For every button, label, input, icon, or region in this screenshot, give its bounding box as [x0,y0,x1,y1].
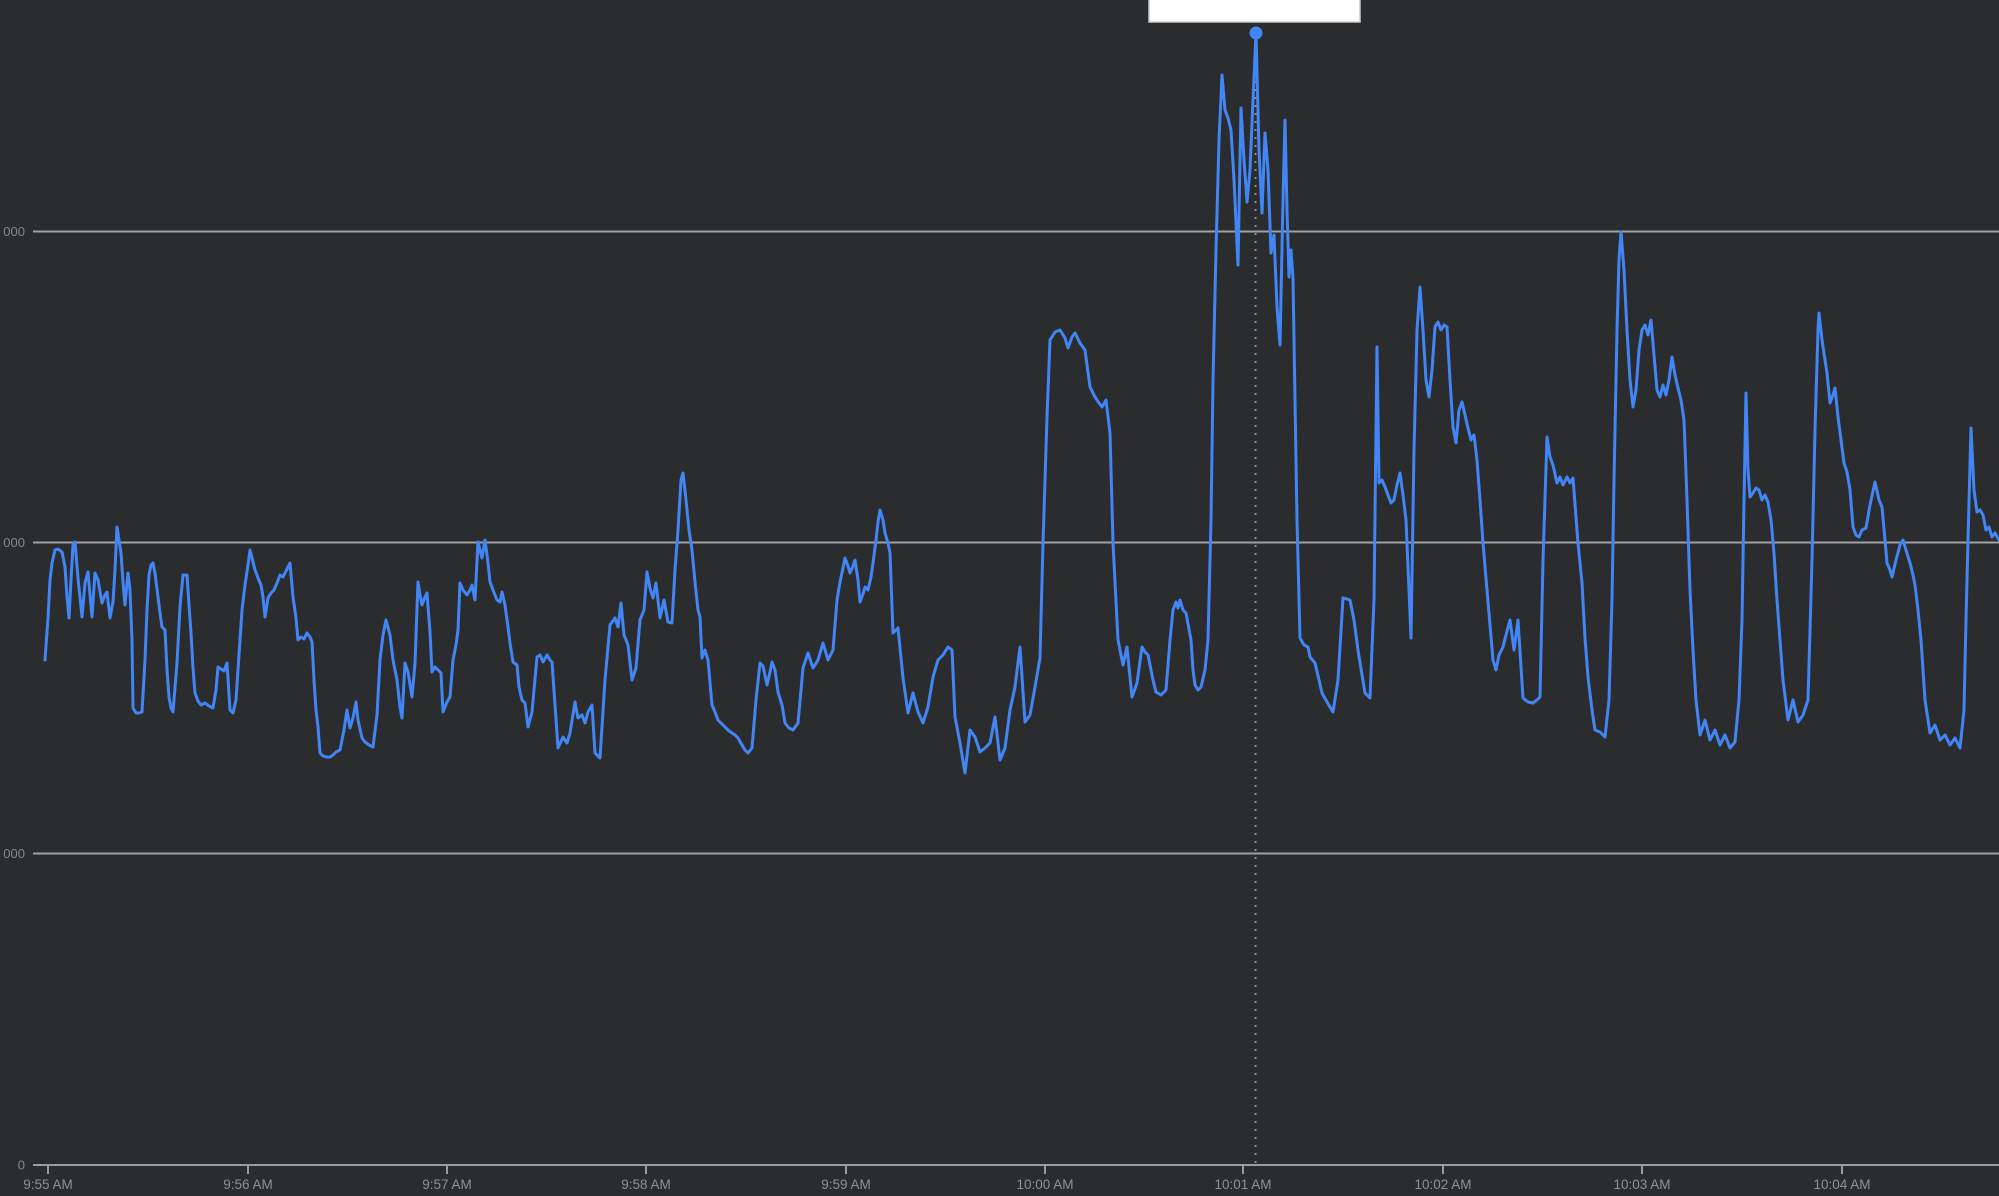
x-axis-tick-label: 9:59 AM [821,1177,871,1192]
x-axis-tick-label: 9:55 AM [23,1177,73,1192]
tooltip [1148,0,1361,23]
x-axis-tick-label: 10:03 AM [1613,1177,1670,1192]
y-axis-tick-label: 000 [3,224,25,239]
x-axis-tick-label: 9:58 AM [621,1177,671,1192]
x-axis-tick-label: 10:04 AM [1813,1177,1870,1192]
series-line [43,31,1999,775]
datapoint-marker [1249,26,1263,40]
x-axis-tick-label: 9:56 AM [223,1177,273,1192]
x-axis-tick-label: 10:00 AM [1016,1177,1073,1192]
x-axis-tick-label: 10:02 AM [1414,1177,1471,1192]
y-axis-tick-label: 000 [3,535,25,550]
x-axis-tick-label: 9:57 AM [422,1177,472,1192]
x-axis-tick-label: 10:01 AM [1214,1177,1271,1192]
y-axis-tick-label: 0 [18,1158,25,1173]
y-axis-tick-label: 000 [3,846,25,861]
